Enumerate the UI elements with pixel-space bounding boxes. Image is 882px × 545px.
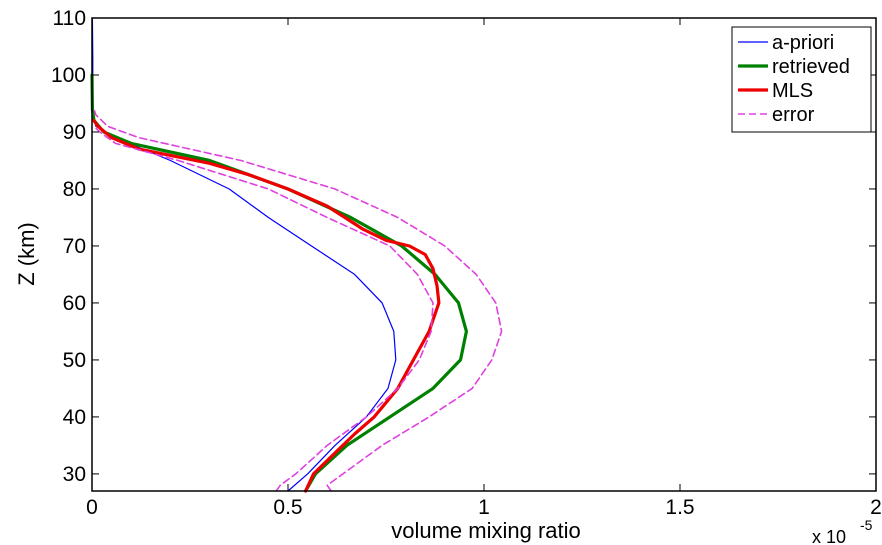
y-tick-label: 90 [63,121,86,144]
y-tick-label: 40 [63,406,86,429]
x-tick-label: 1.5 [665,496,694,519]
y-tick-label: 50 [63,349,86,372]
x-tick-label: 1 [478,496,490,519]
x-tick-label: 2 [870,496,882,519]
x-exponent-base: x 10 [812,527,846,545]
series-line-mls-2 [92,119,441,493]
x-axis-exponent: x 10 -5 [812,517,873,545]
x-tick-label: 0.5 [273,496,302,519]
x-exponent-power: -5 [860,517,873,533]
y-tick-label: 80 [63,178,86,201]
y-tick-label: 100 [51,64,86,87]
y-tick-label: 110 [53,7,86,30]
x-tick-label: 0 [86,496,98,519]
y-axis-label: Z (km) [14,222,39,286]
y-tick-label: 70 [63,235,86,258]
ticks-layer: 0 0.5 1 1.5 2 30 40 50 60 70 80 90 100 110 [51,7,882,519]
legend-label-mls: MLS [772,80,813,102]
series-line-error-bound-4 [93,108,503,492]
y-tick-label: 60 [63,292,86,315]
legend-label-a-priori: a-priori [772,32,834,54]
x-axis-label: volume mixing ratio [391,518,581,543]
legend-label-retrieved: retrieved [772,56,850,78]
series-line-error-3 [93,125,434,492]
y-tick-label: 30 [63,463,86,486]
series-layer [90,17,503,493]
legend-label-error: error [772,104,815,126]
